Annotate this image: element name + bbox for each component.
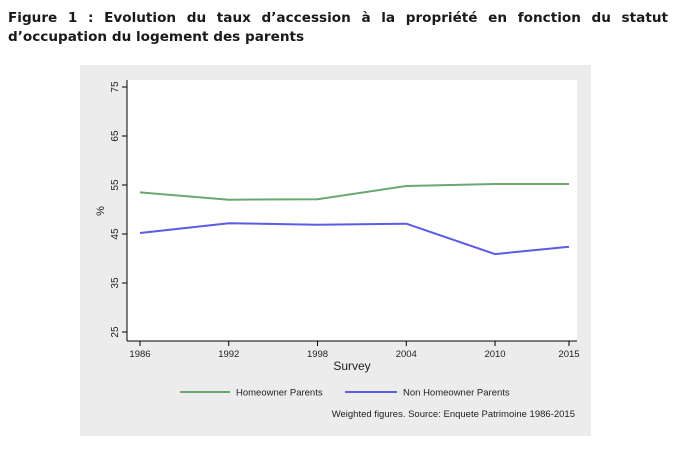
y-tick-label: 35 [110,277,121,289]
x-tick-label: 1998 [307,349,328,360]
x-tick-label: 2015 [558,349,579,360]
series-line-homeowner [139,183,569,201]
y-tick-label: 25 [110,326,121,338]
series-layer [139,183,570,256]
legend-label-homeowner: Homeowner Parents [236,388,323,399]
x-axis-title: Survey [333,359,370,373]
x-tick-label: 2004 [396,349,417,360]
x-tick-label: 1986 [129,349,150,360]
source-note: Weighted figures. Source: Enquete Patrim… [332,409,575,420]
y-axis-title: % [95,206,107,216]
axes: 25 35 45 55 65 75 1986 1992 1998 2004 2010 2015 Surv… [95,80,580,373]
legend: Homeowner Parents Non Homeowner Parents [180,388,510,399]
y-tick-label: 55 [110,179,121,191]
figure-title: Figure 1 : Evolution du taux d’accession… [8,10,668,45]
plot-area [127,80,577,341]
x-tick-label: 2010 [484,349,505,360]
x-tick-label: 1992 [218,349,239,360]
y-tick-label: 75 [110,81,121,93]
y-tick-label: 65 [110,130,121,142]
y-tick-label: 45 [110,228,121,240]
legend-label-non-homeowner: Non Homeowner Parents [403,388,510,399]
series-line-non-homeowner [139,222,570,256]
